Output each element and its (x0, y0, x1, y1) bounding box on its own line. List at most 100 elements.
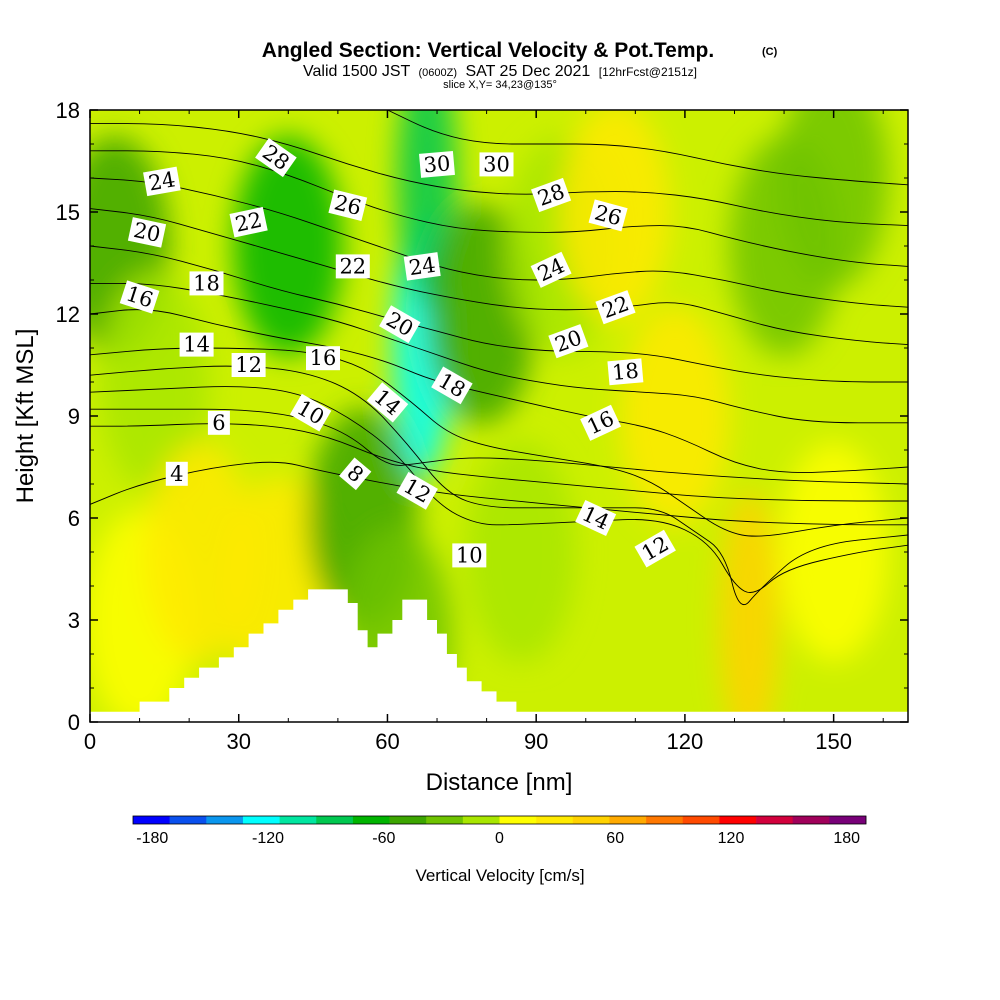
valid-line: Valid 1500 JST (0600Z) SAT 25 Dec 2021 [… (303, 63, 697, 80)
contour-label-3: 18 (189, 271, 224, 296)
slice-info: slice X,Y= 34,23@135° (443, 79, 557, 91)
colorbar-swatch-19 (829, 816, 867, 824)
contour-label-4: 14 (179, 332, 214, 357)
terrain (90, 589, 908, 722)
velocity-cell-14 (620, 306, 730, 526)
y-tick-label-18: 18 (56, 98, 80, 123)
colorbar-swatch-8 (426, 816, 464, 824)
contour-theta-28 (90, 123, 908, 227)
x-tick-label-30: 30 (226, 729, 250, 754)
contour-theta-24 (90, 177, 908, 308)
y-tick-label-0: 0 (68, 710, 80, 735)
colorbar-swatch-12 (572, 816, 610, 824)
contour-label-5: 12 (231, 353, 266, 377)
x-axis-label: Distance [nm] (426, 769, 573, 796)
svg-text:14: 14 (183, 333, 210, 357)
contour-label-22: 30 (479, 152, 514, 177)
colorbar-swatch-7 (389, 816, 427, 824)
svg-text:22: 22 (233, 208, 264, 237)
contour-label-28: 18 (607, 358, 644, 386)
colorbar-swatch-1 (169, 816, 207, 824)
x-tick-label-60: 60 (375, 729, 399, 754)
svg-text:30: 30 (483, 152, 510, 176)
contour-label-1: 20 (127, 217, 167, 248)
colorbar-swatch-3 (242, 816, 280, 824)
colorbar: -180 -120 -60 0 60 120 180 (132, 815, 867, 847)
y-axis: 0 3 6 9 12 15 18 (56, 98, 908, 735)
svg-text:24: 24 (407, 253, 437, 280)
colorbar-tick-3: 0 (495, 830, 504, 847)
colorbar-swatch-4 (279, 816, 317, 824)
svg-text:16: 16 (310, 346, 337, 370)
svg-text:4: 4 (170, 462, 183, 486)
colorbar-swatch-13 (609, 816, 647, 824)
colorbar-swatch-11 (536, 816, 574, 824)
colorbar-swatch-0 (133, 816, 170, 824)
colorbar-swatch-2 (206, 816, 244, 824)
colorbar-swatch-18 (792, 816, 830, 824)
svg-text:18: 18 (611, 359, 640, 385)
svg-text:30: 30 (423, 151, 452, 177)
y-tick-label-6: 6 (68, 506, 80, 531)
velocity-cell-18 (778, 442, 889, 662)
valid-date: SAT 25 Dec 2021 (465, 63, 590, 80)
contour-theta-20 (90, 245, 908, 383)
contour-label-9: 22 (229, 206, 268, 238)
velocity-cell-5 (233, 136, 344, 356)
svg-text:20: 20 (131, 218, 162, 247)
contour-label-12: 24 (403, 252, 441, 281)
contour-theta-26 (90, 150, 908, 267)
colorbar-tick-2: -60 (372, 830, 395, 847)
contour-label-20: 10 (452, 543, 487, 568)
x-tick-label-90: 90 (524, 729, 548, 754)
contour-theta-10 (90, 386, 908, 593)
contour-label-13: 16 (306, 346, 340, 371)
valid-prefix: Valid 1500 JST (303, 63, 411, 80)
y-tick-label-9: 9 (68, 404, 80, 429)
colorbar-swatch-17 (756, 816, 793, 824)
x-tick-label-120: 120 (667, 729, 704, 754)
svg-text:18: 18 (193, 271, 220, 295)
y-tick-label-12: 12 (56, 302, 80, 327)
svg-text:12: 12 (235, 353, 262, 377)
colorbar-swatch-15 (682, 816, 720, 824)
contour-label-6: 6 (207, 410, 230, 435)
colorbar-tick-5: 120 (718, 830, 745, 847)
svg-text:6: 6 (212, 411, 225, 435)
contour-label-21: 30 (419, 150, 455, 178)
zulu-time: (0600Z) (418, 67, 457, 79)
colorbar-swatch-6 (352, 816, 390, 824)
y-tick-label-15: 15 (56, 200, 80, 225)
chart-title: Angled Section: Vertical Velocity & Pot.… (262, 39, 714, 62)
contour-theta-14 (90, 347, 908, 537)
colorbar-swatch-16 (719, 816, 757, 824)
x-axis: 0 30 60 90 120 150 (84, 110, 884, 754)
colorbar-label: Vertical Velocity [cm/s] (415, 866, 584, 885)
contour-label-7: 4 (165, 461, 188, 486)
colorbar-swatch-10 (499, 816, 537, 824)
colorbar-swatch-5 (316, 816, 354, 824)
forecast-tag: [12hrFcst@2151z] (599, 65, 697, 79)
colorbar-tick-0: -180 (136, 830, 168, 847)
svg-text:10: 10 (456, 543, 483, 567)
contour-theta-22 (90, 208, 908, 346)
velocity-cell-1 (99, 272, 210, 492)
velocity-cell-15 (719, 490, 780, 722)
svg-text:22: 22 (339, 254, 366, 278)
unit-tag: (C) (762, 46, 778, 58)
velocity-cell-11 (466, 442, 577, 662)
contour-theta-30 (387, 110, 908, 186)
contour-theta-6 (90, 423, 908, 502)
contour-theta-8 (90, 408, 908, 485)
contour-label-0: 24 (143, 166, 181, 197)
colorbar-tick-6: 180 (833, 830, 860, 847)
svg-text:24: 24 (147, 167, 177, 195)
colorbar-swatch-9 (462, 816, 500, 824)
colorbar-tick-1: -120 (252, 830, 284, 847)
velocity-cell-17 (778, 110, 889, 288)
x-tick-label-0: 0 (84, 729, 96, 754)
colorbar-swatch-14 (646, 816, 684, 824)
y-tick-label-3: 3 (68, 608, 80, 633)
